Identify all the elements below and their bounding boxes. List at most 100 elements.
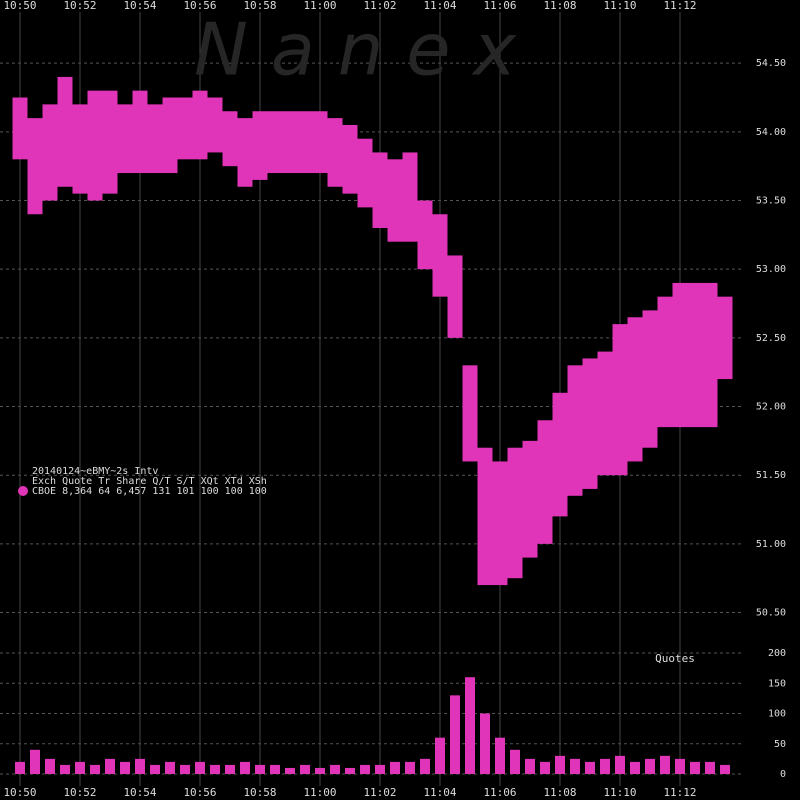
price-range (312, 111, 328, 174)
volume-bar (240, 761, 250, 774)
price-range (567, 365, 583, 496)
volume-bar (180, 764, 190, 774)
volume-bar (525, 758, 535, 774)
price-range (357, 138, 373, 208)
price-range (702, 282, 718, 428)
x-tick-label: 11:12 (663, 786, 696, 799)
y-tick-label: 200 (768, 648, 786, 659)
volume-bar (600, 758, 610, 774)
x-tick-label: 10:54 (123, 786, 156, 799)
volume-bar (135, 758, 145, 774)
y-tick-label: 50 (774, 739, 786, 750)
volume-bar (270, 764, 280, 774)
volume-bar (405, 761, 415, 774)
volume-bar (540, 761, 550, 774)
volume-bar (630, 761, 640, 774)
volume-bar (330, 764, 340, 774)
price-range (417, 200, 433, 270)
price-range (477, 447, 493, 586)
legend-line: Exch Quote Tr Share Q/T S/T XQt XTd XSh (32, 476, 267, 487)
price-range (687, 282, 703, 428)
volume-bar (690, 761, 700, 774)
y-tick-label: 0 (780, 769, 786, 780)
price-range (597, 351, 613, 476)
price-range (297, 111, 313, 174)
price-range (657, 296, 673, 428)
x-tick-label: 10:58 (243, 786, 276, 799)
y-tick-label: 150 (768, 678, 786, 689)
x-tick-label: 11:10 (603, 786, 636, 799)
x-tick-label: 10:50 (3, 786, 36, 799)
price-range (672, 282, 688, 428)
x-tick-label: 10:58 (243, 0, 276, 12)
volume-bar (255, 764, 265, 774)
x-tick-label: 11:04 (423, 0, 456, 12)
price-range (12, 97, 28, 160)
price-range (282, 111, 298, 174)
price-range (492, 461, 508, 586)
y-tick-label: 52.00 (756, 402, 786, 413)
price-range (72, 104, 88, 194)
price-range (102, 90, 118, 194)
volume-bar (585, 761, 595, 774)
volume-bar (105, 758, 115, 774)
y-tick-label: 53.50 (756, 196, 786, 207)
price-range (387, 159, 403, 242)
volume-bar (15, 761, 25, 774)
volume-bar (165, 761, 175, 774)
volume-bar (465, 677, 475, 774)
volume-bar (225, 764, 235, 774)
x-tick-label: 11:00 (303, 786, 336, 799)
price-range (132, 90, 148, 174)
x-tick-label: 11:08 (543, 786, 576, 799)
volume-bar (645, 758, 655, 774)
watermark: N a n e x (194, 8, 517, 92)
price-range (162, 97, 178, 174)
y-tick-label: 53.00 (756, 264, 786, 275)
volume-bar (480, 713, 490, 774)
x-tick-label: 10:56 (183, 0, 216, 12)
volume-bar (660, 755, 670, 774)
volume-bar (90, 764, 100, 774)
volume-bar (705, 761, 715, 774)
price-range (717, 296, 733, 380)
volume-bar (615, 755, 625, 774)
volume-bar (120, 761, 130, 774)
volume-bar (390, 761, 400, 774)
y-tick-label: 54.50 (756, 58, 786, 69)
volume-bar (570, 758, 580, 774)
price-range (552, 392, 568, 517)
price-range (537, 420, 553, 544)
price-range (642, 310, 658, 448)
x-tick-label: 11:04 (423, 786, 456, 799)
volume-bar (285, 767, 295, 774)
price-range (222, 111, 238, 167)
volume-bar (555, 755, 565, 774)
price-range (522, 440, 538, 558)
x-tick-label: 11:02 (363, 0, 396, 12)
price-range (432, 214, 448, 297)
volume-bar (435, 737, 445, 774)
x-tick-label: 11:12 (663, 0, 696, 12)
price-range (207, 97, 223, 153)
price-range (627, 317, 643, 462)
legend-marker (18, 486, 28, 496)
legend-line: CBOE 8,364 64 6,457 131 101 100 100 100 (32, 486, 267, 497)
volume-bar (45, 758, 55, 774)
x-tick-label: 11:10 (603, 0, 636, 12)
volume-bar (150, 764, 160, 774)
volume-bar (30, 749, 40, 774)
x-tick-label: 11:08 (543, 0, 576, 12)
x-tick-label: 10:50 (3, 0, 36, 12)
price-range (612, 324, 628, 476)
volume-bar (75, 761, 85, 774)
price-range (327, 118, 343, 187)
price-range (192, 90, 208, 160)
price-range (462, 365, 478, 462)
price-range (27, 118, 43, 215)
y-tick-label: 100 (768, 709, 786, 720)
price-range (372, 152, 388, 228)
price-range (342, 124, 358, 194)
y-tick-label: 52.50 (756, 333, 786, 344)
